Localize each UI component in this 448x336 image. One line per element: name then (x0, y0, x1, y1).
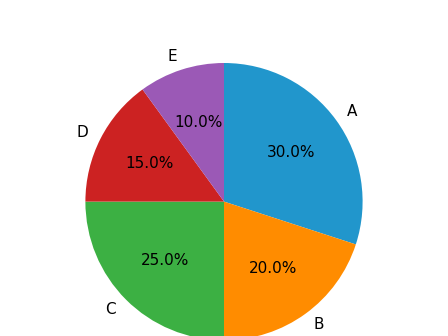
Text: 25.0%: 25.0% (141, 253, 190, 268)
Wedge shape (142, 63, 224, 202)
Text: 10.0%: 10.0% (174, 115, 223, 130)
Wedge shape (224, 202, 356, 336)
Text: E: E (167, 49, 177, 64)
Text: D: D (77, 125, 88, 140)
Text: B: B (314, 318, 324, 332)
Text: A: A (347, 104, 358, 120)
Wedge shape (86, 202, 224, 336)
Text: 15.0%: 15.0% (126, 156, 174, 171)
Text: 20.0%: 20.0% (249, 261, 297, 277)
Wedge shape (224, 63, 362, 244)
Text: C: C (106, 302, 116, 317)
Wedge shape (86, 89, 224, 202)
Text: 30.0%: 30.0% (267, 145, 315, 160)
